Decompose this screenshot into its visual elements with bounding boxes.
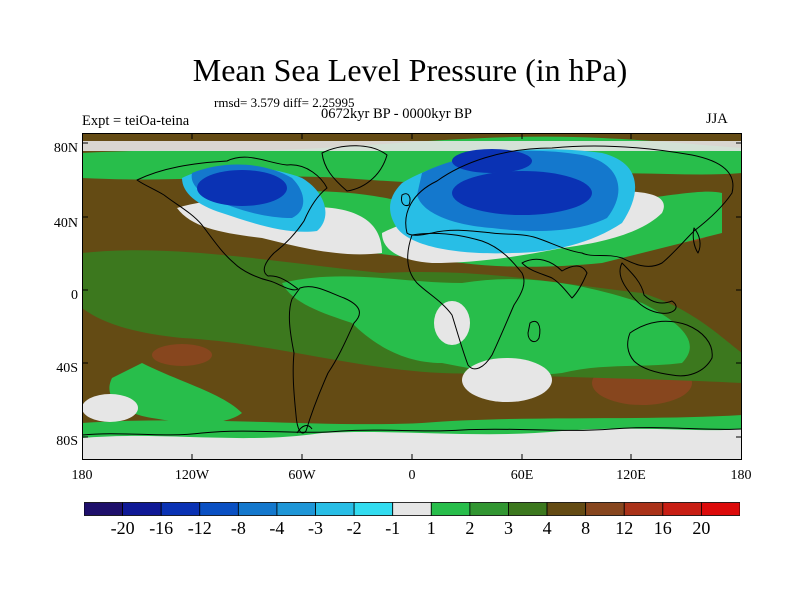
colorbar-box [662,502,702,516]
colorbar-box [701,502,740,516]
lat-label-eq: 0 [71,288,78,303]
lon-label-60w: 60W [288,468,316,483]
colorbar-label: -20 [110,518,135,538]
map-ticks [82,133,742,460]
coast-north-america [136,156,328,291]
neg-strong-siberia [452,149,532,173]
colorbar-label: -2 [346,518,362,538]
near-zero-s-pacific [82,394,138,422]
near-zero-arctic-strip [82,141,742,151]
colorbar-box [392,502,432,516]
pos-patch-s-pacific [152,344,212,366]
colorbar-label: 16 [653,518,672,538]
lat-label-80n: 80N [53,141,78,156]
colorbar-box [623,502,664,516]
near-zero-s-africa [434,301,470,345]
coast-south-america [288,286,360,434]
near-zero-antarctic [82,428,742,460]
coast-uk [401,193,411,206]
coast-antarctic-peninsula [296,425,313,434]
lat-label-80s: 80S [56,434,78,449]
coast-greenland [321,145,388,192]
neg-strong-north-america [197,170,287,206]
colorbar [84,502,740,516]
colorbar-label: 2 [465,518,475,538]
experiment-label: Expt = teiOa-teina [82,113,190,129]
colorbar-box [122,502,162,516]
colorbar-box [353,502,394,516]
colorbar-label: 3 [504,518,513,538]
plot-title: Mean Sea Level Pressure (in hPa) [192,52,628,88]
stats-text: rmsd= 3.579 diff= 2.25995 [214,95,355,110]
lat-label-40n: 40N [53,216,78,231]
colorbar-box [237,502,278,516]
colorbar-box [315,502,355,516]
coast-australia [627,320,713,377]
colorbar-label: 12 [615,518,634,538]
colorbar-box [160,502,201,516]
colorbar-label: -4 [269,518,285,538]
lon-label-180e: 180 [730,468,752,483]
colorbar-label: -16 [149,518,174,538]
coastlines [82,145,742,436]
colorbar-label: -3 [308,518,323,538]
lon-label-60e: 60E [510,468,534,483]
colorbar-box [276,502,316,516]
colorbar-label: -8 [230,518,246,538]
coast-madagascar [527,320,541,343]
season-label: JJA [706,111,728,127]
colorbar-box [546,502,587,516]
colorbar-label: 4 [542,518,552,538]
colorbar-label: 8 [581,518,591,538]
colorbar-box [469,502,509,516]
green-atlantic-africa [282,276,690,375]
coast-eurasia [405,145,734,267]
coast-se-asia [619,262,677,314]
colorbar-label: 20 [692,518,711,538]
colorbar-box [430,502,471,516]
lon-label-0: 0 [408,468,416,483]
pressure-map [82,133,742,460]
near-zero-s-atlantic [462,358,552,402]
green-se-pacific [109,363,242,423]
lon-label-120w: 120W [174,468,210,483]
coast-japan [692,227,701,254]
lon-label-180w: 180 [71,468,93,483]
coast-arabia-india [521,258,588,299]
colorbar-box [585,502,625,516]
period-text: 0672kyr BP - 0000kyr BP [321,106,472,122]
neg-strong-eurasia [452,171,592,215]
colorbar-box [508,502,548,516]
colorbar-box [199,502,239,516]
lon-label-120e: 120E [616,468,646,483]
coast-africa [407,232,525,370]
lat-label-40s: 40S [56,361,78,376]
colorbar-label: -1 [385,518,401,538]
coast-antarctica [82,427,742,436]
colorbar-box [84,502,123,516]
colorbar-label: 1 [426,518,436,538]
colorbar-label: -12 [187,518,212,538]
